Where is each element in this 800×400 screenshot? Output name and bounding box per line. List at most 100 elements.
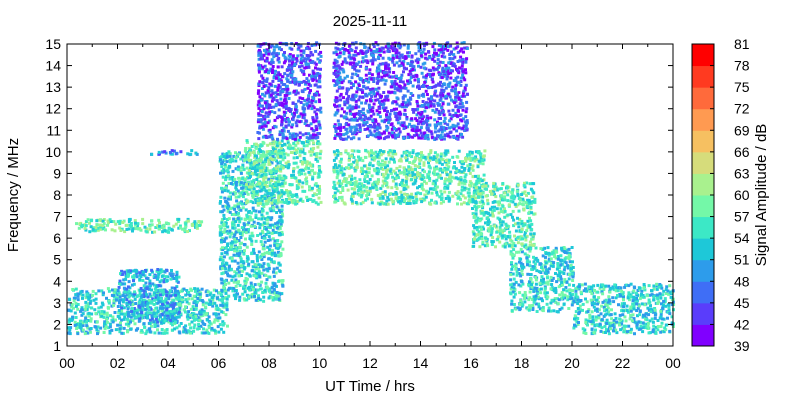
heatmap-cell — [370, 154, 374, 158]
heatmap-cell — [439, 72, 443, 76]
heatmap-cell — [157, 293, 161, 297]
heatmap-cell — [267, 267, 271, 270]
heatmap-cell — [283, 83, 287, 87]
heatmap-cell — [203, 323, 207, 326]
heatmap-cell — [316, 85, 320, 89]
heatmap-cell — [224, 291, 228, 295]
heatmap-cell — [175, 272, 179, 276]
heatmap-cell — [401, 80, 405, 84]
heatmap-cell — [453, 64, 457, 68]
heatmap-cell — [211, 304, 215, 308]
heatmap-cell — [384, 166, 387, 170]
heatmap-cell — [382, 137, 386, 141]
heatmap-cell — [266, 195, 270, 199]
heatmap-cell — [284, 161, 288, 165]
heatmap-cell — [280, 130, 284, 134]
heatmap-cell — [404, 56, 408, 60]
heatmap-cell — [377, 156, 381, 160]
heatmap-cell — [266, 143, 270, 147]
heatmap-cell — [252, 178, 256, 182]
heatmap-cell — [435, 159, 438, 163]
heatmap-cell — [385, 199, 389, 203]
heatmap-cell — [234, 159, 238, 163]
heatmap-cell — [160, 318, 164, 322]
heatmap-cell — [165, 306, 169, 310]
heatmap-cell — [276, 199, 280, 203]
heatmap-cell — [389, 192, 393, 196]
heatmap-cell — [388, 112, 392, 116]
heatmap-cell — [234, 297, 237, 301]
heatmap-cell — [101, 293, 105, 297]
heatmap-cell — [281, 136, 285, 140]
heatmap-cell — [291, 175, 295, 179]
heatmap-cell — [369, 59, 373, 63]
heatmap-cell — [441, 94, 445, 97]
heatmap-cell — [264, 160, 268, 163]
heatmap-cell — [296, 141, 300, 145]
heatmap-cell — [279, 218, 283, 222]
heatmap-cell — [209, 291, 213, 295]
heatmap-cell — [251, 265, 255, 269]
heatmap-cell — [273, 251, 277, 255]
heatmap-cell — [357, 155, 360, 159]
heatmap-cell — [257, 173, 261, 177]
heatmap-cell — [239, 157, 243, 161]
heatmap-cell — [244, 282, 248, 285]
heatmap-cell — [318, 156, 322, 160]
heatmap-cell — [432, 179, 436, 183]
heatmap-cell — [141, 222, 145, 226]
heatmap-cell — [98, 223, 102, 227]
heatmap-cell — [444, 127, 448, 130]
heatmap-cell — [99, 225, 102, 229]
heatmap-cell — [423, 170, 426, 174]
heatmap-cell — [352, 136, 356, 140]
heatmap-cell — [482, 154, 486, 158]
heatmap-cell — [467, 157, 471, 161]
heatmap-cell — [133, 219, 137, 223]
heatmap-cell — [435, 94, 439, 98]
heatmap-cell — [394, 136, 398, 140]
heatmap-cell — [220, 169, 224, 173]
heatmap-cell — [333, 200, 337, 204]
heatmap-cell — [142, 295, 146, 298]
heatmap-cell — [250, 260, 254, 264]
heatmap-cell — [212, 293, 216, 297]
heatmap-cell — [332, 125, 336, 129]
heatmap-cell — [298, 120, 302, 124]
heatmap-cell — [435, 155, 439, 159]
heatmap-cell — [463, 128, 467, 132]
heatmap-cell — [117, 311, 121, 315]
heatmap-cell — [121, 300, 125, 304]
heatmap-cell — [170, 301, 174, 305]
heatmap-cell — [271, 60, 275, 64]
heatmap-cell — [274, 271, 278, 275]
heatmap-cell — [312, 133, 315, 137]
heatmap-cell — [264, 176, 268, 180]
heatmap-cell — [452, 136, 456, 139]
heatmap-cell — [288, 135, 292, 139]
heatmap-cell — [219, 238, 223, 242]
heatmap-cell — [311, 138, 315, 142]
heatmap-cell — [249, 170, 253, 174]
heatmap-cell — [171, 304, 175, 308]
heatmap-cell — [272, 168, 276, 172]
heatmap-cell — [124, 277, 128, 281]
heatmap-cell — [391, 60, 395, 64]
heatmap-cell — [267, 71, 270, 75]
heatmap-cell — [67, 331, 71, 335]
heatmap-cell — [268, 153, 272, 157]
heatmap-cell — [459, 178, 463, 182]
heatmap-cell — [294, 143, 298, 147]
heatmap-cell — [267, 288, 271, 292]
heatmap-cell — [440, 176, 443, 180]
heatmap-cell — [132, 274, 136, 278]
heatmap-cell — [258, 95, 262, 99]
heatmap-cell — [260, 235, 264, 239]
heatmap-cell — [403, 108, 407, 112]
heatmap-cell — [290, 183, 294, 187]
heatmap-cell — [233, 204, 237, 208]
heatmap-cell — [317, 172, 321, 176]
heatmap-cell — [156, 268, 160, 271]
heatmap-cell — [228, 154, 232, 158]
heatmap-cell — [339, 129, 343, 133]
